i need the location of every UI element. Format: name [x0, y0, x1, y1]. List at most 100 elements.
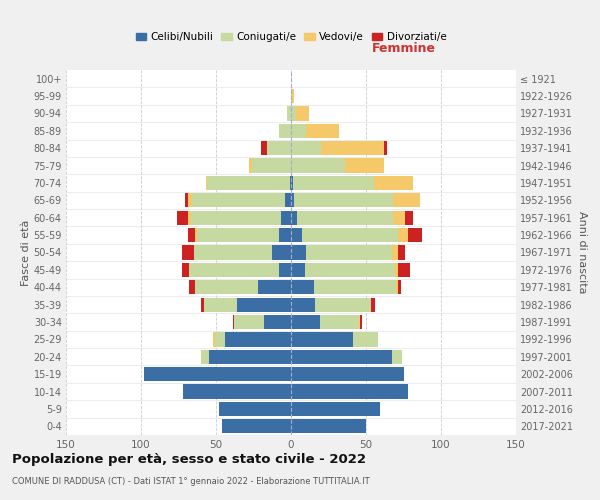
Bar [261, 141, 267, 156]
Bar [291, 193, 294, 208]
Bar [353, 332, 378, 346]
Bar [359, 315, 360, 329]
Bar [185, 193, 187, 208]
Bar [291, 298, 315, 312]
Bar [187, 210, 191, 225]
Bar [182, 263, 189, 277]
Bar [187, 228, 195, 242]
Bar [294, 193, 393, 208]
Bar [187, 193, 192, 208]
Bar [225, 332, 291, 346]
Bar [291, 263, 305, 277]
Bar [195, 280, 258, 294]
Bar [291, 89, 294, 103]
Bar [398, 246, 405, 260]
Bar [222, 419, 291, 434]
Bar [371, 298, 375, 312]
Bar [291, 367, 404, 382]
Bar [291, 280, 314, 294]
Bar [264, 315, 291, 329]
Bar [290, 176, 291, 190]
Y-axis label: Anni di nascita: Anni di nascita [577, 211, 587, 294]
Bar [189, 263, 279, 277]
Bar [201, 350, 209, 364]
Bar [302, 228, 398, 242]
Bar [205, 176, 207, 190]
Bar [320, 315, 359, 329]
Bar [321, 141, 384, 156]
Bar [291, 419, 366, 434]
Bar [219, 402, 291, 416]
Bar [373, 176, 413, 190]
Bar [408, 228, 421, 242]
Bar [201, 298, 204, 312]
Bar [398, 280, 401, 294]
Bar [183, 384, 291, 398]
Bar [279, 124, 291, 138]
Bar [209, 350, 291, 364]
Bar [281, 210, 291, 225]
Y-axis label: Fasce di età: Fasce di età [20, 220, 31, 286]
Bar [192, 193, 285, 208]
Legend: Celibi/Nubili, Coniugati/e, Vedovi/e, Divorziati/e: Celibi/Nubili, Coniugati/e, Vedovi/e, Di… [131, 28, 451, 46]
Bar [291, 315, 320, 329]
Bar [395, 263, 398, 277]
Bar [291, 332, 353, 346]
Text: COMUNE DI RADDUSA (CT) - Dati ISTAT 1° gennaio 2022 - Elaborazione TUTTITALIA.IT: COMUNE DI RADDUSA (CT) - Dati ISTAT 1° g… [12, 478, 370, 486]
Bar [314, 280, 396, 294]
Bar [396, 280, 398, 294]
Bar [279, 228, 291, 242]
Bar [291, 228, 302, 242]
Bar [177, 210, 187, 225]
Bar [306, 124, 339, 138]
Bar [252, 158, 291, 172]
Bar [293, 176, 373, 190]
Bar [215, 332, 225, 346]
Bar [392, 246, 398, 260]
Bar [182, 246, 193, 260]
Bar [287, 106, 291, 120]
Bar [291, 384, 408, 398]
Bar [291, 124, 306, 138]
Text: Popolazione per età, sesso e stato civile - 2022: Popolazione per età, sesso e stato civil… [12, 452, 366, 466]
Bar [296, 106, 309, 120]
Bar [279, 263, 291, 277]
Bar [398, 263, 409, 277]
Bar [285, 193, 291, 208]
Bar [291, 210, 297, 225]
Bar [249, 158, 252, 172]
Bar [360, 315, 361, 329]
Bar [306, 246, 392, 260]
Bar [267, 141, 291, 156]
Bar [393, 193, 420, 208]
Bar [237, 298, 291, 312]
Bar [207, 176, 290, 190]
Bar [258, 280, 291, 294]
Bar [233, 315, 234, 329]
Bar [291, 350, 392, 364]
Bar [291, 246, 306, 260]
Bar [291, 141, 321, 156]
Bar [405, 210, 413, 225]
Bar [305, 263, 395, 277]
Bar [297, 210, 393, 225]
Bar [291, 158, 345, 172]
Text: Femmine: Femmine [371, 42, 436, 56]
Bar [291, 176, 293, 190]
Bar [345, 158, 384, 172]
Bar [393, 210, 405, 225]
Bar [144, 367, 291, 382]
Bar [384, 141, 387, 156]
Bar [271, 246, 291, 260]
Bar [204, 298, 237, 312]
Bar [191, 210, 281, 225]
Bar [213, 332, 215, 346]
Bar [195, 228, 197, 242]
Bar [291, 106, 296, 120]
Bar [315, 298, 371, 312]
Bar [398, 228, 408, 242]
Bar [234, 315, 264, 329]
Bar [197, 228, 279, 242]
Bar [291, 402, 380, 416]
Bar [392, 350, 402, 364]
